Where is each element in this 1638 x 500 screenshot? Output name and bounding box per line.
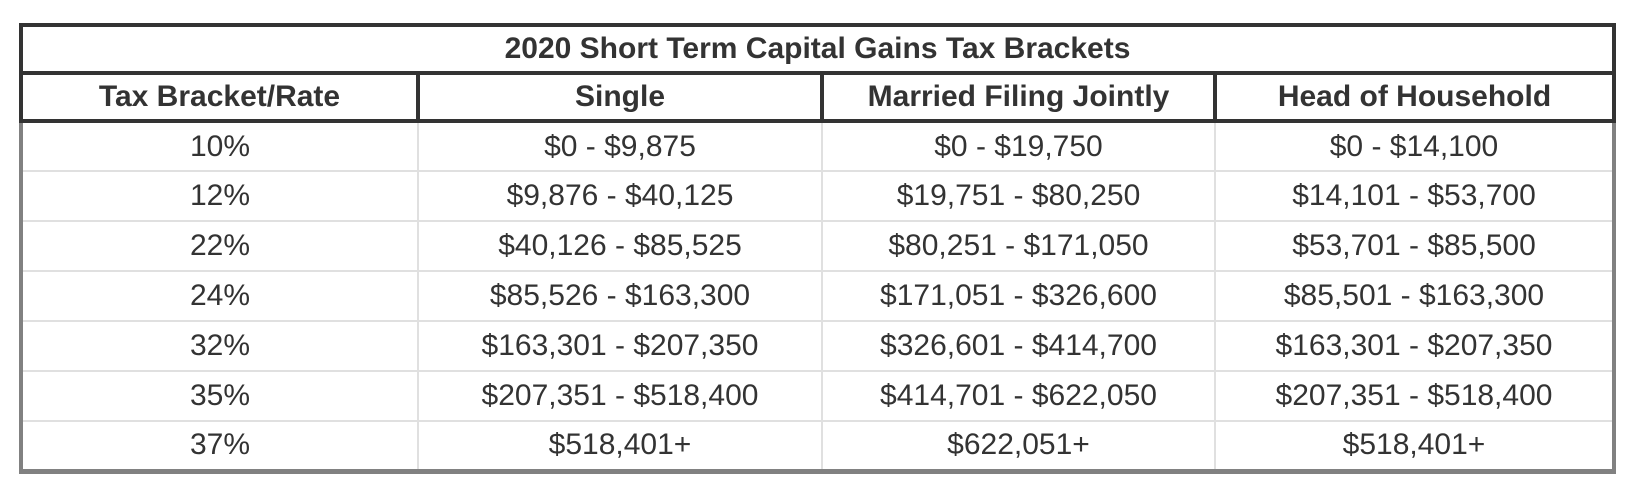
tax-brackets-table: 2020 Short Term Capital Gains Tax Bracke… [19,23,1616,474]
rate-cell: 24% [19,271,419,322]
column-header-single: Single [416,71,824,123]
range-cell: $85,526 - $163,300 [418,271,823,322]
tax-table-body: 10% $0 - $9,875 $0 - $19,750 $0 - $14,100 12… [19,121,1616,474]
range-cell: $518,401+ [1215,421,1616,474]
range-cell: $14,101 - $53,700 [1215,171,1616,222]
table-row: 32% $163,301 - $207,350 $326,601 - $414,70… [19,321,1616,372]
table-title: 2020 Short Term Capital Gains Tax Bracke… [19,23,1616,75]
range-cell: $85,501 - $163,300 [1215,271,1616,322]
range-cell: $0 - $19,750 [822,121,1216,172]
range-cell: $622,051+ [822,421,1216,474]
range-cell: $9,876 - $40,125 [418,171,823,222]
range-cell: $80,251 - $171,050 [822,221,1216,272]
rate-cell: 37% [19,421,419,474]
column-header-rate: Tax Bracket/Rate [19,71,420,123]
range-cell: $326,601 - $414,700 [822,321,1216,372]
title-row: 2020 Short Term Capital Gains Tax Bracke… [19,23,1616,75]
range-cell: $207,351 - $518,400 [1215,371,1616,422]
range-cell: $207,351 - $518,400 [418,371,823,422]
table-row: 22% $40,126 - $85,525 $80,251 - $171,050 $5… [19,221,1616,272]
tax-table: 2020 Short Term Capital Gains Tax Bracke… [19,23,1616,474]
table-row: 37% $518,401+ $622,051+ $518,401+ [19,421,1616,474]
range-cell: $53,701 - $85,500 [1215,221,1616,272]
range-cell: $19,751 - $80,250 [822,171,1216,222]
range-cell: $163,301 - $207,350 [418,321,823,372]
range-cell: $0 - $9,875 [418,121,823,172]
rate-cell: 10% [19,121,419,172]
rate-cell: 22% [19,221,419,272]
table-row: 10% $0 - $9,875 $0 - $19,750 $0 - $14,100 [19,121,1616,172]
rate-cell: 32% [19,321,419,372]
column-header-head-of-household: Head of Household [1213,71,1616,123]
rate-cell: 12% [19,171,419,222]
column-header-married-filing-jointly: Married Filing Jointly [820,71,1217,123]
range-cell: $414,701 - $622,050 [822,371,1216,422]
table-row: 24% $85,526 - $163,300 $171,051 - $326,600… [19,271,1616,322]
range-cell: $171,051 - $326,600 [822,271,1216,322]
column-header-row: Tax Bracket/Rate Single Married Filing J… [19,71,1616,123]
range-cell: $518,401+ [418,421,823,474]
range-cell: $40,126 - $85,525 [418,221,823,272]
range-cell: $0 - $14,100 [1215,121,1616,172]
table-row: 12% $9,876 - $40,125 $19,751 - $80,250 $14,… [19,171,1616,222]
table-row: 35% $207,351 - $518,400 $414,701 - $622,05… [19,371,1616,422]
rate-cell: 35% [19,371,419,422]
range-cell: $163,301 - $207,350 [1215,321,1616,372]
